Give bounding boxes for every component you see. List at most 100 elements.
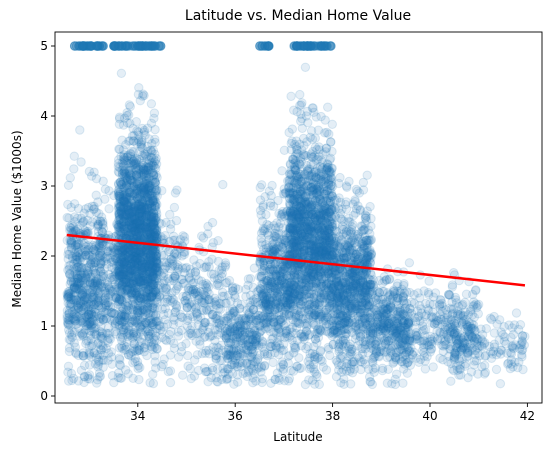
data-point <box>89 307 100 317</box>
data-point <box>77 257 88 267</box>
data-point <box>116 243 126 253</box>
data-point <box>73 350 84 361</box>
data-point <box>65 320 75 330</box>
data-point <box>65 293 76 303</box>
data-point <box>69 164 79 174</box>
data-point <box>75 220 85 231</box>
data-point <box>94 251 105 261</box>
data-point <box>230 290 240 300</box>
data-point <box>188 312 198 322</box>
data-point <box>95 257 106 267</box>
data-point <box>92 292 103 302</box>
data-point <box>63 319 73 329</box>
data-point <box>95 344 106 355</box>
data-point <box>185 328 195 338</box>
data-point <box>93 221 104 231</box>
data-point <box>71 295 82 306</box>
data-point <box>66 277 77 287</box>
data-point <box>96 217 106 227</box>
data-point <box>88 339 98 349</box>
data-point <box>92 375 103 385</box>
data-point <box>74 247 84 258</box>
data-point <box>87 269 98 279</box>
data-point <box>91 308 101 319</box>
data-point <box>65 269 75 279</box>
data-point <box>66 238 76 248</box>
data-point <box>78 305 89 315</box>
data-point <box>76 157 86 167</box>
data-point <box>95 313 105 324</box>
data-point <box>69 151 80 161</box>
data-point <box>144 181 154 191</box>
data-point <box>94 288 104 298</box>
data-point <box>65 260 76 270</box>
data-point <box>87 258 97 268</box>
data-point <box>141 317 151 328</box>
data-point <box>63 298 73 308</box>
data-point <box>257 377 267 388</box>
data-point <box>158 250 169 261</box>
data-point <box>65 268 75 279</box>
data-point <box>63 246 74 256</box>
data-point <box>72 258 82 268</box>
data-point <box>69 282 80 292</box>
data-point <box>79 371 90 382</box>
data-point <box>82 317 92 327</box>
data-point <box>190 267 201 277</box>
data-point <box>66 223 76 233</box>
data-point <box>76 269 86 280</box>
data-point <box>78 308 89 318</box>
data-point <box>76 305 87 316</box>
data-point <box>218 179 228 190</box>
data-point <box>81 273 91 283</box>
data-point <box>96 259 106 269</box>
data-point <box>85 272 95 282</box>
data-point <box>74 284 84 294</box>
data-point <box>78 290 88 300</box>
data-point <box>73 279 84 289</box>
data-point <box>204 282 214 292</box>
data-point <box>90 359 101 369</box>
data-point <box>144 134 154 144</box>
data-point <box>79 278 90 288</box>
data-point <box>68 312 78 322</box>
data-point <box>325 153 336 164</box>
data-point <box>69 309 79 319</box>
data-point <box>134 228 144 238</box>
data-point <box>79 360 90 371</box>
data-point <box>92 274 102 284</box>
data-point <box>91 330 102 340</box>
data-point <box>258 226 268 236</box>
data-point <box>68 221 79 232</box>
data-point <box>85 276 95 287</box>
data-point <box>78 304 89 314</box>
data-point <box>71 269 81 280</box>
data-point <box>96 250 106 261</box>
data-point <box>85 258 96 268</box>
data-point <box>229 306 239 316</box>
data-point <box>82 245 93 256</box>
data-point <box>86 304 96 315</box>
data-point <box>76 365 87 376</box>
data-point <box>65 335 76 345</box>
data-point <box>66 292 76 303</box>
data-point <box>65 288 76 299</box>
data-point <box>264 186 275 196</box>
data-point <box>132 318 142 328</box>
data-point <box>90 277 100 288</box>
data-point <box>80 274 91 284</box>
data-point <box>98 343 109 353</box>
data-point <box>88 303 99 313</box>
data-point <box>81 300 91 311</box>
data-point <box>70 241 81 251</box>
data-point <box>245 274 256 284</box>
data-point <box>76 302 86 312</box>
data-point <box>87 310 97 320</box>
data-point <box>138 292 149 302</box>
data-point <box>97 328 107 338</box>
data-point <box>146 99 157 109</box>
data-point <box>75 297 86 307</box>
data-point <box>68 295 78 305</box>
data-point <box>95 350 105 360</box>
data-point <box>222 374 232 384</box>
